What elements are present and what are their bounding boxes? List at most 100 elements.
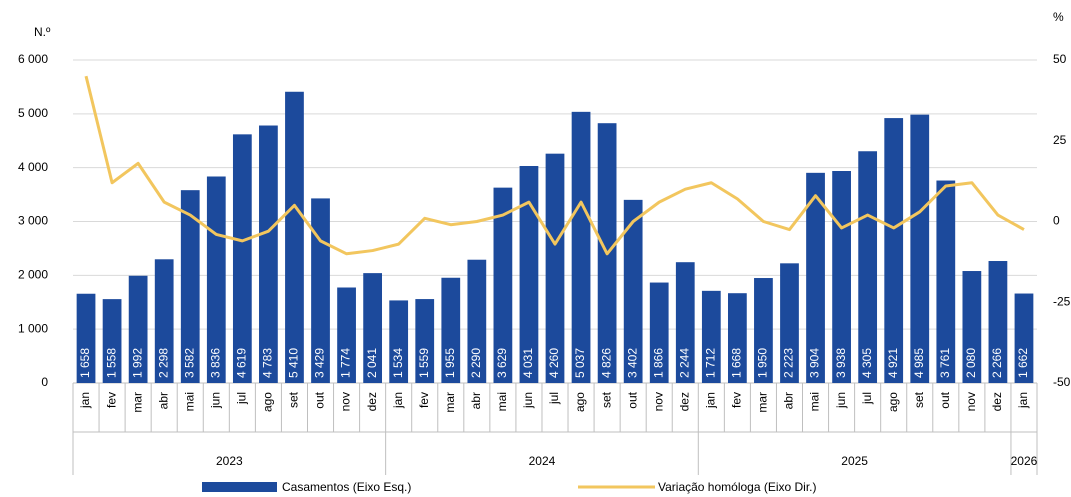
data-label: 2 244 <box>677 348 691 378</box>
data-label: 1 712 <box>703 348 717 378</box>
x-tick-label: jul <box>547 392 561 405</box>
data-label: 1 558 <box>104 348 118 378</box>
bar <box>519 165 539 383</box>
bar <box>493 187 513 383</box>
data-label: 1 955 <box>443 348 457 378</box>
data-label: 4 783 <box>261 348 275 378</box>
data-label: 2 041 <box>365 348 379 378</box>
bar <box>858 151 878 383</box>
x-tick-label: abr <box>156 392 170 409</box>
data-label: 2 080 <box>964 348 978 378</box>
x-tick-label: jan <box>78 392 92 409</box>
x-tick-label: jan <box>1016 392 1030 409</box>
y-tick-label: 2 000 <box>18 268 48 282</box>
x-tick-label: jun <box>521 392 535 409</box>
y-tick-label: 0 <box>41 375 48 389</box>
legend-swatch <box>202 482 277 492</box>
data-label: 2 266 <box>990 348 1004 378</box>
data-label: 3 904 <box>808 348 822 378</box>
bar <box>780 263 799 383</box>
x-tick-label: set <box>599 391 613 408</box>
x-tick-label: mar <box>443 392 457 413</box>
y2-tick-label: 25 <box>1053 133 1067 147</box>
bar <box>649 282 669 383</box>
bar <box>545 153 565 383</box>
x-tick-label: abr <box>782 392 796 409</box>
bar <box>285 91 304 384</box>
bar <box>884 118 904 383</box>
x-tick-label: jan <box>391 392 405 409</box>
x-tick-label: out <box>938 391 952 408</box>
bar <box>675 262 695 383</box>
x-tick-label: fev <box>417 392 431 408</box>
data-label: 3 429 <box>313 348 327 378</box>
x-tick-label: mai <box>495 392 509 411</box>
data-label: 2 223 <box>782 348 796 378</box>
data-label: 3 761 <box>938 348 952 378</box>
bar <box>701 290 721 383</box>
x-tick-label: ago <box>573 392 587 412</box>
data-label: 3 938 <box>834 348 848 378</box>
x-tick-label: mai <box>808 392 822 411</box>
data-label: 2 298 <box>156 348 170 378</box>
x-tick-label: set <box>912 391 926 408</box>
bar <box>623 199 643 383</box>
data-label: 2 290 <box>469 348 483 378</box>
bar <box>206 176 226 383</box>
x-tick-label: out <box>313 391 327 408</box>
y-tick-label: 4 000 <box>18 160 48 174</box>
x-tick-label: ago <box>261 392 275 412</box>
data-label: 3 402 <box>625 348 639 378</box>
year-label: 2025 <box>841 454 868 468</box>
x-tick-label: nov <box>964 392 978 411</box>
bar <box>232 134 252 383</box>
bar <box>363 273 383 383</box>
x-tick-label: fev <box>104 392 118 408</box>
year-label: 2024 <box>529 454 556 468</box>
x-tick-label: dez <box>990 392 1004 411</box>
x-tick-label: dez <box>677 392 691 411</box>
data-label: 4 305 <box>860 348 874 378</box>
data-label: 4 921 <box>886 348 900 378</box>
data-label: 4 619 <box>235 348 249 378</box>
data-label: 4 031 <box>521 348 535 378</box>
y2-tick-label: 50 <box>1053 52 1067 66</box>
bar <box>806 172 825 383</box>
x-tick-label: out <box>625 391 639 408</box>
x-tick-label: set <box>287 391 301 408</box>
data-label: 1 559 <box>417 348 431 378</box>
y2-axis-label: % <box>1053 10 1064 24</box>
data-label: 1 992 <box>130 348 144 378</box>
y2-tick-label: -50 <box>1053 375 1071 389</box>
data-label: 1 774 <box>339 348 353 378</box>
y-tick-label: 6 000 <box>18 52 48 66</box>
data-label: 1 950 <box>756 348 770 378</box>
y-axis-label: N.º <box>34 25 51 39</box>
bar <box>180 190 200 383</box>
x-tick-label: dez <box>365 392 379 411</box>
bar <box>467 259 487 383</box>
data-label: 4 985 <box>912 348 926 378</box>
y-tick-label: 3 000 <box>18 214 48 228</box>
data-label: 1 866 <box>651 348 665 378</box>
x-tick-label: nov <box>339 392 353 411</box>
data-label: 4 260 <box>547 348 561 378</box>
bar <box>962 271 982 383</box>
y2-tick-label: -25 <box>1053 294 1071 308</box>
data-label: 1 668 <box>730 348 744 378</box>
bar <box>76 293 96 383</box>
bar <box>910 114 930 383</box>
data-label: 3 836 <box>208 348 222 378</box>
line <box>84 75 1025 256</box>
bar <box>389 300 409 383</box>
bar <box>571 111 591 384</box>
data-label: 3 629 <box>495 348 509 378</box>
x-tick-label: jun <box>834 392 848 409</box>
x-tick-label: mar <box>130 392 144 413</box>
data-label: 1 534 <box>391 348 405 378</box>
x-tick-label: jul <box>860 392 874 405</box>
x-tick-label: mai <box>182 392 196 411</box>
legend-label: Casamentos (Eixo Esq.) <box>282 480 411 494</box>
data-label: 1 662 <box>1016 348 1030 378</box>
